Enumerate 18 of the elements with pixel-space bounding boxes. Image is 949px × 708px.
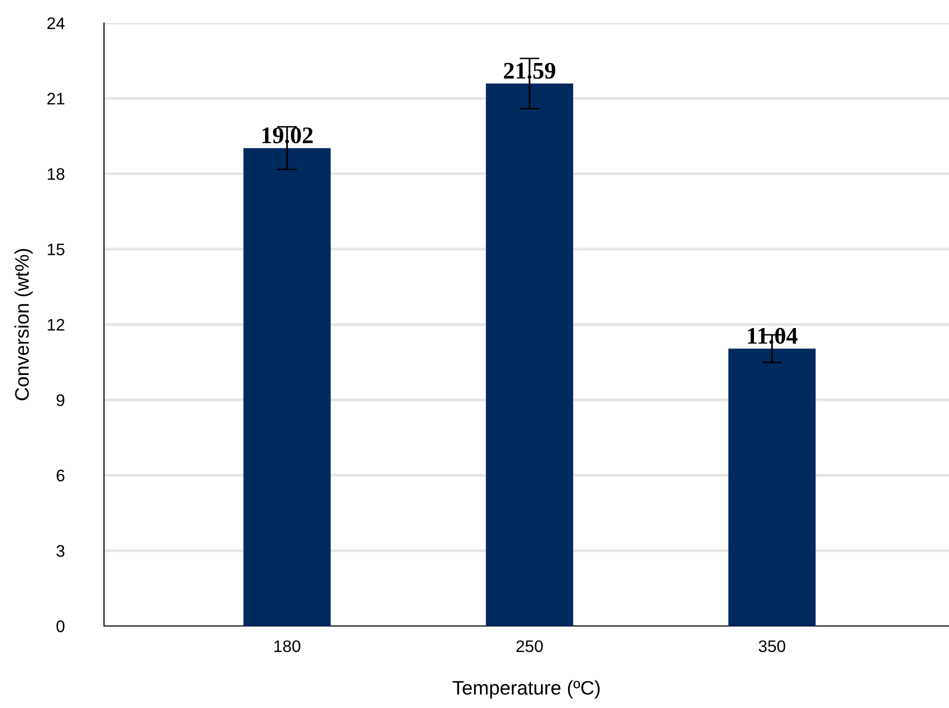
y-tick-label: 24 [47,17,65,30]
y-tick-label: 18 [48,168,64,180]
y-tick-label: 0 [56,620,64,632]
y-tick-label: 9 [56,394,64,406]
y-axis-title: Conversion (wt%) [14,248,33,400]
x-tick-label: 350 [758,640,786,652]
x-tick-label: 180 [274,640,300,652]
x-tick-label: 250 [516,640,543,652]
y-tick-label: 12 [48,318,64,331]
x-axis-title: Temperature (ºC) [452,680,600,699]
y-tick-label: 15 [48,244,64,256]
y-tick-label: 6 [56,470,64,482]
data-label: 11.04 [748,328,798,344]
bar [728,348,816,626]
y-tick-label: 3 [56,545,64,557]
bar [243,148,331,626]
y-tick-label: 21 [47,92,64,104]
bar [486,84,574,626]
